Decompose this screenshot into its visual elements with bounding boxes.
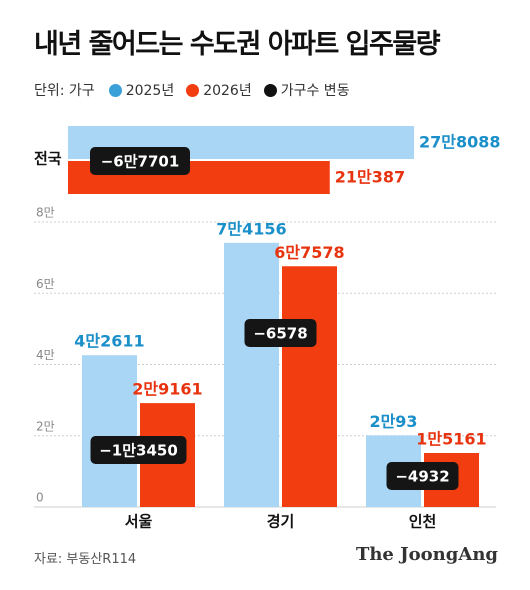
data-label-incheon-2026: 1만5161 — [416, 429, 486, 448]
legend-item-change: 가구수 변동 — [263, 80, 350, 100]
legend-item-2025: 2025년 — [108, 80, 175, 100]
legend-dot-2025 — [108, 83, 122, 97]
data-label-seoul-2026: 2만9161 — [132, 380, 202, 399]
legend-label-2025: 2025년 — [125, 83, 175, 99]
change-pill-gyeonggi — [244, 319, 317, 347]
legend: 단위: 가구 2025년 2026년 가구수 변동 — [34, 80, 362, 100]
bar-gyeonggi-2026 — [282, 266, 337, 507]
data-label-gyeonggi-2025: 7만4156 — [216, 219, 286, 238]
legend-label-2026: 2026년 — [203, 83, 252, 99]
change-pill-incheon-label: −4932 — [395, 468, 449, 486]
legend-item-2026: 2026년 — [186, 80, 252, 100]
legend-unit-label: 단위: 가구 — [34, 83, 95, 99]
legend-label-change: 가구수 변동 — [280, 83, 350, 99]
data-label-seoul-2025: 4만2611 — [74, 332, 144, 351]
data-label-gyeonggi-2026: 6만7578 — [274, 243, 344, 262]
legend-dot-change — [263, 83, 277, 97]
y-tick-label-2: 4만 — [36, 348, 55, 362]
bar-gyeonggi-2025 — [224, 242, 279, 507]
change-pill-national-label: −6만7701 — [101, 153, 180, 171]
change-pill-incheon — [386, 462, 459, 490]
data-label-incheon-2025: 2만93 — [369, 412, 417, 431]
change-pill-seoul-label: −1만3450 — [99, 442, 178, 460]
chart-title: 내년 줄어드는 수도권 아파트 입주물량 — [34, 29, 441, 60]
category-label-seoul: 서울 — [125, 513, 153, 531]
y-tick-label-3: 6만 — [36, 277, 55, 291]
bar-seoul-2025 — [82, 355, 137, 507]
change-pill-seoul — [90, 436, 187, 464]
data-label-national-2025: 27만8088 — [419, 133, 501, 152]
category-label-gyeonggi: 경기 — [267, 513, 295, 531]
data-label-national-2026: 21만387 — [335, 168, 405, 187]
change-pill-national — [90, 147, 190, 175]
category-label-national: 전국 — [34, 150, 62, 168]
y-tick-label-0: 0 — [36, 491, 44, 505]
y-tick-label-4: 8만 — [36, 206, 55, 220]
change-pill-gyeonggi-label: −6578 — [253, 325, 307, 343]
legend-dot-2026 — [186, 83, 200, 97]
category-label-incheon: 인천 — [409, 513, 437, 531]
brand-logo: The JoongAng — [355, 544, 498, 565]
source-note: 자료: 부동산R114 — [34, 552, 137, 567]
y-tick-label-1: 2만 — [36, 419, 55, 433]
